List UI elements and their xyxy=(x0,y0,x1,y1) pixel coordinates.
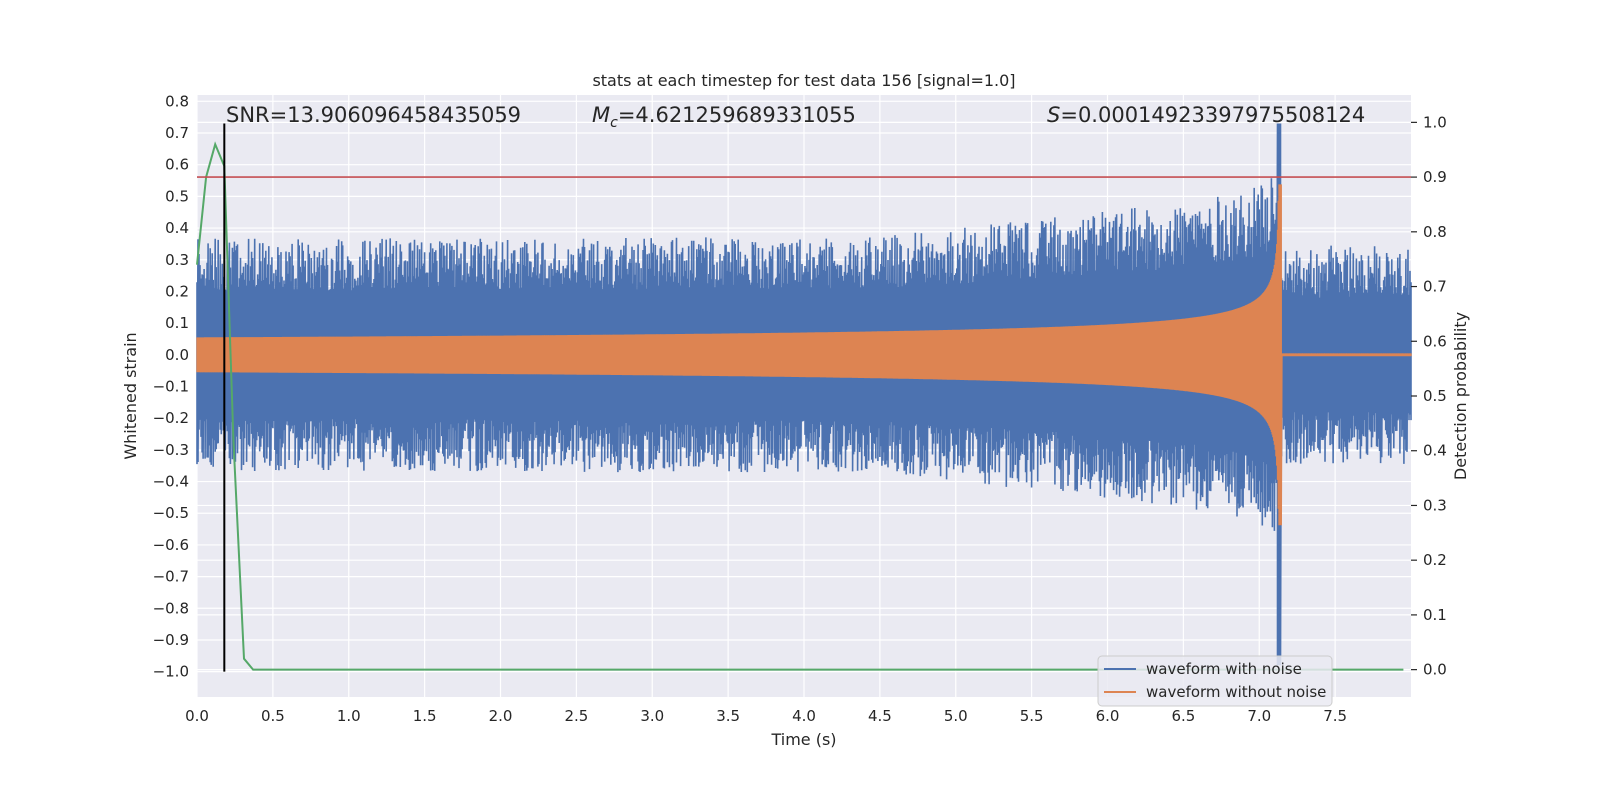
x-tick-label: 7.5 xyxy=(1323,707,1347,725)
mc-symbol: M xyxy=(592,103,610,127)
y-axis-label-left: Whitened strain xyxy=(121,332,140,459)
y-tick-label-left: −0.2 xyxy=(153,409,189,427)
y-tick-label-right: 1.0 xyxy=(1423,113,1447,131)
y-tick-label-left: 0.0 xyxy=(165,346,189,364)
x-tick-label: 4.0 xyxy=(792,707,816,725)
x-tick-label: 0.0 xyxy=(185,707,209,725)
series-layer xyxy=(196,123,1412,671)
y-tick-label-left: −0.4 xyxy=(153,473,189,491)
x-tick-label: 7.0 xyxy=(1247,707,1271,725)
chirp-mass-annotation: Mc=4.621259689331055 xyxy=(592,103,856,131)
y-tick-label-left: 0.3 xyxy=(165,251,189,269)
series-waveform-without-noise xyxy=(196,184,1412,526)
y-tick-label-right: 0.3 xyxy=(1423,496,1447,514)
x-tick-label: 4.5 xyxy=(868,707,892,725)
y-tick-label-left: −0.5 xyxy=(153,504,189,522)
y-tick-label-left: −0.9 xyxy=(153,631,189,649)
x-axis-label: Time (s) xyxy=(770,730,836,749)
y-tick-label-left: 0.8 xyxy=(165,92,189,110)
x-tick-label: 3.5 xyxy=(716,707,740,725)
s-value: =0.00014923397975508124 xyxy=(1060,103,1365,127)
x-tick-label: 2.0 xyxy=(489,707,513,725)
y-tick-label-left: 0.4 xyxy=(165,219,189,237)
mc-subscript: c xyxy=(610,115,618,131)
y-tick-label-left: 0.2 xyxy=(165,282,189,300)
series-detection-probability xyxy=(196,141,1404,671)
tick-layer: 0.0 0.5 1.0 1.5 2.0 2.5 3.0 3.5 4.0 4.5 5.0 5.5 6.0 6… xyxy=(153,92,1447,725)
y-tick-label-right: 0.2 xyxy=(1423,551,1447,569)
y-tick-label-right: 0.9 xyxy=(1423,168,1447,186)
y-tick-label-left: 0.7 xyxy=(165,124,189,142)
s-annotation: S=0.00014923397975508124 xyxy=(1047,103,1365,127)
x-tick-label: 5.0 xyxy=(944,707,968,725)
s-symbol: S xyxy=(1047,103,1060,127)
x-tick-label: 0.5 xyxy=(261,707,285,725)
x-tick-label: 6.0 xyxy=(1096,707,1120,725)
y-tick-label-left: 0.5 xyxy=(165,187,189,205)
y-tick-label-left: 0.1 xyxy=(165,314,189,332)
x-tick-label: 3.0 xyxy=(640,707,664,725)
y-tick-label-left: 0.6 xyxy=(165,156,189,174)
y-tick-label-left: −1.0 xyxy=(153,663,189,681)
y-tick-label-left: −0.6 xyxy=(153,536,189,554)
legend-label-clean: waveform without noise xyxy=(1146,683,1326,701)
y-tick-label-right: 0.0 xyxy=(1423,661,1447,679)
x-tick-label: 1.5 xyxy=(413,707,437,725)
y-tick-label-left: −0.8 xyxy=(153,599,189,617)
y-tick-label-right: 0.7 xyxy=(1423,278,1447,296)
legend-box xyxy=(1097,655,1333,707)
y-tick-label-right: 0.1 xyxy=(1423,606,1447,624)
y-tick-label-left: −0.7 xyxy=(153,568,189,586)
y-tick-label-left: −0.3 xyxy=(153,441,189,459)
x-tick-label: 5.5 xyxy=(1020,707,1044,725)
x-tick-label: 6.5 xyxy=(1171,707,1195,725)
x-tick-label: 2.5 xyxy=(564,707,588,725)
marker-layer xyxy=(197,123,1411,672)
legend: waveform with noise waveform without noi… xyxy=(1097,655,1333,707)
y-axis-label-right: Detection probability xyxy=(1451,312,1470,480)
mc-value: =4.621259689331055 xyxy=(618,103,856,127)
y-tick-label-right: 0.4 xyxy=(1423,442,1447,460)
snr-annotation: SNR=13.906096458435059 xyxy=(226,103,521,127)
y-tick-label-right: 0.5 xyxy=(1423,387,1447,405)
y-tick-label-right: 0.6 xyxy=(1423,332,1447,350)
chart-title: stats at each timestep for test data 156… xyxy=(592,71,1015,90)
x-tick-label: 1.0 xyxy=(337,707,361,725)
y-tick-label-left: −0.1 xyxy=(153,377,189,395)
legend-label-noise: waveform with noise xyxy=(1146,660,1302,678)
y-tick-label-right: 0.8 xyxy=(1423,223,1447,241)
